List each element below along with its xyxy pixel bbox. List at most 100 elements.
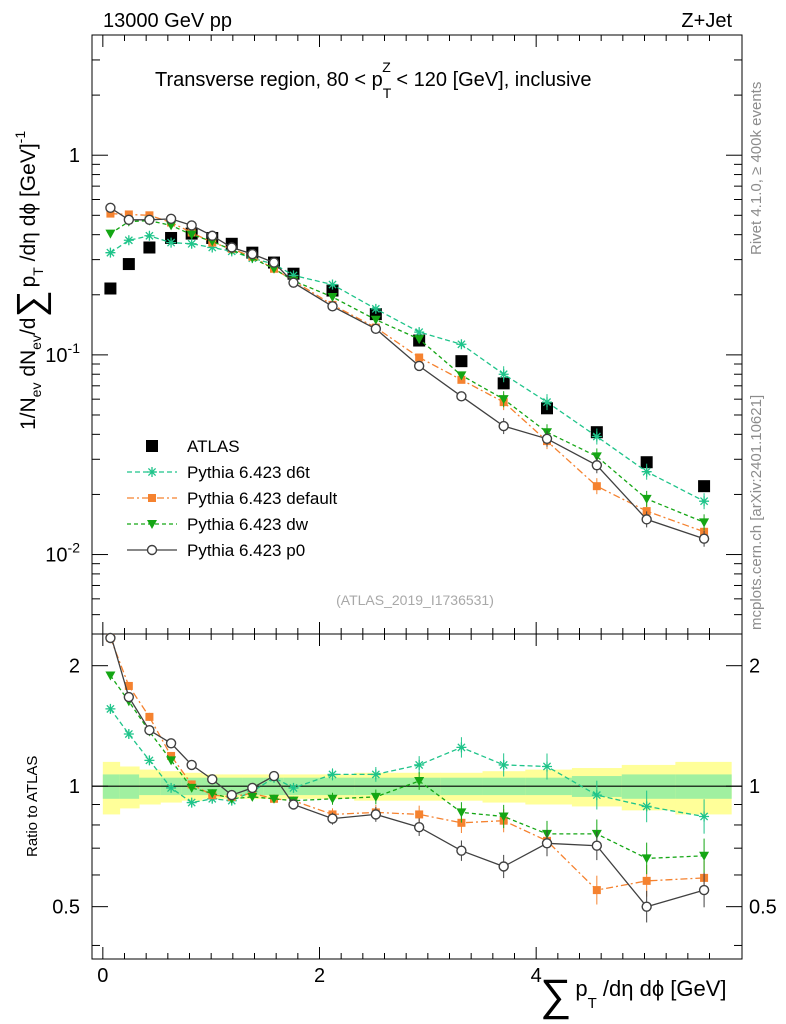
point-p0: [288, 277, 299, 288]
ratio-line-default: [109, 637, 705, 891]
legend-label-d6t: Pythia 6.423 d6t: [187, 463, 310, 482]
point-p0: [186, 220, 197, 231]
ratio-point-p0: [456, 845, 467, 856]
ratio-point-default: [592, 886, 601, 895]
ratio-point-p0: [288, 799, 299, 810]
ratio-point-default: [457, 818, 466, 827]
energy-label: 13000 GeV pp: [103, 10, 232, 32]
point-dw: [699, 518, 710, 528]
ratio-point-d6t: [641, 801, 652, 812]
ratio-y-tick-label-right: 2: [749, 656, 760, 678]
legend-entry-dw: Pythia 6.423 dw: [127, 515, 309, 534]
tick-base: 10: [45, 545, 67, 567]
point-p0: [698, 533, 710, 544]
point-d6t: [414, 327, 425, 338]
point-default: [642, 507, 651, 516]
point-d6t: [370, 303, 381, 314]
x-tick-label: 0: [97, 965, 108, 987]
point-dw: [591, 452, 602, 462]
legend-marker-p0: [146, 544, 158, 556]
ratio-point-dw: [414, 777, 425, 787]
region-title-pre: Transverse region, 80 < p: [155, 69, 383, 91]
point-p0: [541, 433, 553, 444]
point-p0: [498, 420, 509, 432]
ratio-point-p0: [268, 770, 280, 782]
point-d6t: [123, 235, 134, 246]
point-d6t: [186, 238, 197, 249]
point-p0: [370, 323, 382, 335]
ratio-point-p0: [207, 774, 218, 785]
ylabel-sub-a: ev: [28, 383, 44, 398]
ratio-point-p0: [591, 840, 603, 851]
legend-label-default: Pythia 6.423 default: [187, 489, 338, 508]
x-tick-label: 2: [314, 965, 325, 987]
xlabel-sum-symbol: ∑: [540, 971, 571, 1020]
point-dw: [327, 292, 338, 302]
point-d6t: [207, 242, 218, 253]
ratio-point-p0: [413, 821, 425, 833]
ratio-point-dw: [641, 854, 652, 864]
point-d6t: [144, 230, 155, 241]
point-p0: [268, 257, 280, 268]
point-ATLAS: [122, 258, 135, 271]
point-p0: [413, 360, 425, 372]
point-d6t: [105, 247, 116, 258]
ratio-point-d6t: [699, 811, 710, 822]
tick-exponent: -1: [68, 340, 81, 356]
ratio-point-d6t: [370, 769, 381, 780]
legend-marker-d6t: [147, 467, 157, 477]
series-line-d6t: [110, 235, 705, 502]
legend-entry-d6t: Pythia 6.423 d6t: [127, 463, 310, 482]
point-dw: [456, 371, 467, 381]
xlabel-p: p: [575, 976, 587, 1001]
tick-base: 10: [45, 345, 67, 367]
series-d6t: [105, 230, 710, 510]
point-p0: [105, 202, 116, 214]
ratio-point-p0: [541, 838, 553, 849]
ratio-point-d6t: [591, 790, 602, 801]
ylabel-sup-e: -1: [12, 131, 28, 144]
series-dw: [105, 216, 710, 531]
series-p0: [105, 202, 710, 547]
x-tick-label: 4: [531, 965, 542, 987]
ratio-point-default: [167, 751, 176, 760]
ratio-point-dw: [327, 794, 338, 804]
main-y-tick-label: 1: [69, 145, 80, 167]
legend-marker-default: [148, 494, 156, 502]
ratio-point-dw: [166, 756, 177, 766]
ylabel-part-e: /dη dϕ [GeV]: [17, 143, 40, 267]
point-p0: [165, 213, 177, 225]
xlabel-sub: T: [588, 995, 597, 1012]
point-p0: [247, 248, 258, 260]
series-line-default: [110, 212, 705, 533]
point-ATLAS: [698, 480, 711, 493]
tick-exponent: -2: [68, 540, 81, 556]
main-y-tick-label: 10-1: [45, 340, 80, 367]
point-dw: [414, 335, 425, 345]
point-d6t: [699, 496, 710, 507]
ratio-point-p0: [165, 738, 177, 749]
point-dw: [105, 229, 116, 239]
x-axis-label: ∑ pT /dη dϕ [GeV]: [540, 971, 727, 1020]
ratio-point-p0: [641, 901, 652, 912]
point-d6t: [641, 466, 652, 477]
point-p0: [207, 230, 218, 241]
ylabel-sum-symbol: ∑: [10, 290, 52, 317]
ratio-point-dw: [186, 783, 197, 793]
mcplots-credit: mcplots.cern.ch [arXiv:2401.10621]: [748, 395, 765, 630]
point-default: [592, 482, 601, 491]
ratio-point-dw: [498, 812, 509, 822]
ratio-point-default: [642, 876, 651, 885]
ratio-point-p0: [226, 789, 237, 801]
point-d6t: [166, 237, 177, 248]
legend-entry-p0: Pythia 6.423 p0: [127, 541, 305, 560]
point-dw: [166, 221, 177, 231]
point-d6t: [591, 431, 602, 442]
ratio-point-d6t: [498, 759, 509, 770]
ratio-point-d6t: [414, 759, 425, 770]
ratio-point-p0: [370, 809, 382, 820]
point-d6t: [327, 279, 338, 290]
ylabel-part-b: dN: [17, 350, 40, 383]
ratio-point-p0: [186, 759, 197, 771]
